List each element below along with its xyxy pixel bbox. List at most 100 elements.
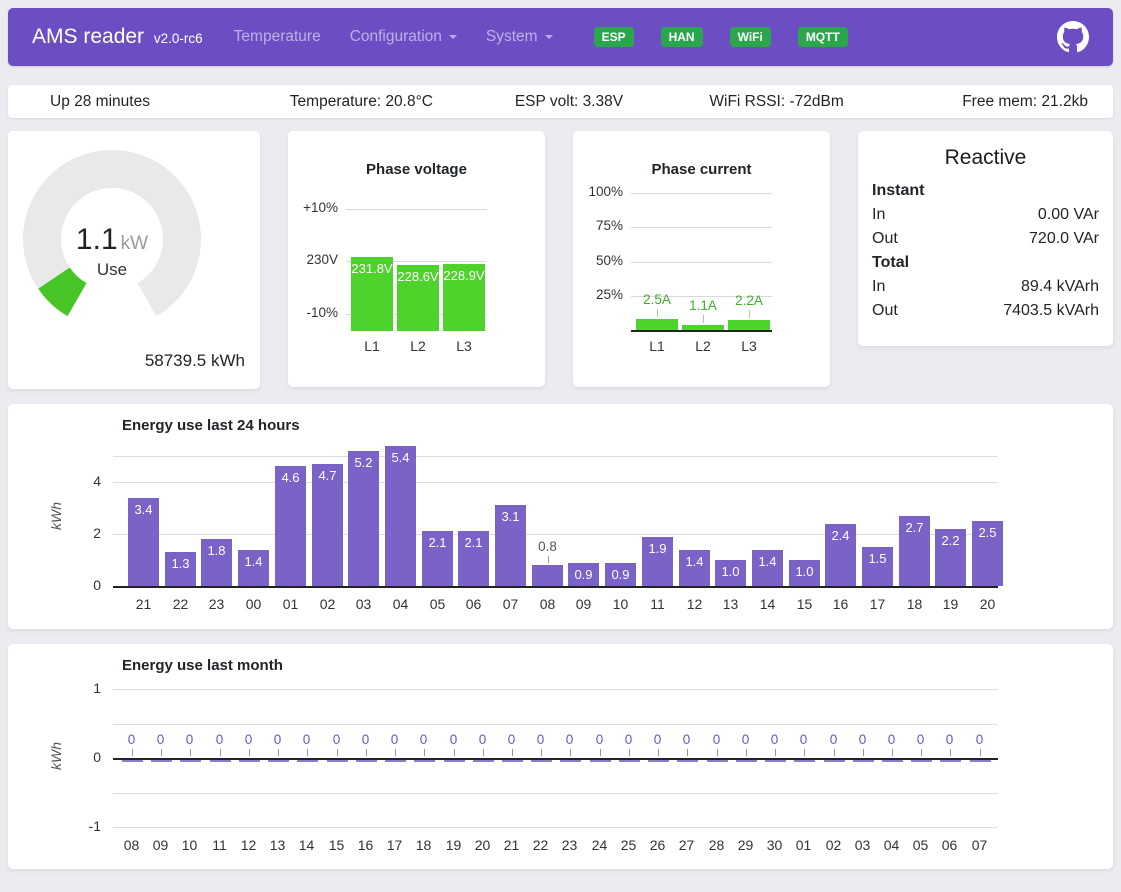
- reactive-row: Out 720.0 VAr: [872, 227, 1099, 251]
- x-tick-label: L1: [364, 338, 380, 354]
- bar-value-label: 0: [536, 732, 545, 747]
- bar: [605, 563, 636, 586]
- bar-value-label: 0: [770, 732, 779, 747]
- bar-value-label: 0.9: [574, 567, 593, 582]
- uptime-text: Up 28 minutes: [50, 92, 150, 110]
- bar-value-label: 231.8V: [351, 261, 393, 276]
- zero-bar-mark: [326, 760, 348, 762]
- label-connector: [306, 749, 308, 756]
- nav-item-configuration[interactable]: Configuration: [350, 28, 457, 46]
- app-brand[interactable]: AMS reader v2.0-rc6: [32, 25, 203, 49]
- reactive-row-label: Out: [872, 302, 898, 319]
- x-tick-label: 13: [722, 596, 739, 612]
- zero-bar-mark: [881, 760, 903, 762]
- gridline: [631, 193, 772, 194]
- zero-bar-mark: [676, 760, 698, 762]
- x-tick-label: 19: [445, 837, 462, 853]
- bar-value-label: 0: [682, 732, 691, 747]
- reactive-rows: Instant In 0.00 VAr Out 720.0 VAr Total In 89.4…: [872, 179, 1099, 323]
- nav-item-temperature[interactable]: Temperature: [233, 28, 321, 45]
- x-tick-label: 24: [591, 837, 608, 853]
- zero-bar-mark: [647, 760, 669, 762]
- zero-bar-mark: [267, 760, 289, 762]
- reactive-row-value: 0.00 VAr: [1037, 206, 1099, 223]
- label-connector: [336, 749, 338, 756]
- x-tick-label: 08: [539, 596, 556, 612]
- label-connector: [749, 310, 750, 318]
- cards-row: 1.1 kW Use 58739.5 kWh Phase voltage +10%…: [8, 131, 1113, 389]
- bar-value-label: 228.9V: [443, 268, 485, 283]
- label-connector: [482, 749, 484, 756]
- github-icon: [1057, 21, 1089, 53]
- x-tick-label: 14: [759, 596, 776, 612]
- bar: [422, 531, 453, 586]
- y-tick-label: 50%: [595, 253, 623, 268]
- bar-value-label: 2.5: [978, 525, 997, 540]
- label-connector: [949, 749, 951, 756]
- bar: [568, 563, 599, 586]
- bar-value-label: 0: [273, 732, 282, 747]
- x-tick-label: 13: [269, 837, 286, 853]
- reactive-row-label: Out: [872, 230, 898, 247]
- bar: [825, 524, 856, 586]
- phase-current-chart: 100% 75% 50% 25% 2.5A L1 1.1A L2 2.2A L3: [573, 131, 830, 387]
- reactive-title: Reactive: [944, 146, 1027, 169]
- bar-value-label: 2.7: [905, 520, 924, 535]
- temperature-text: Temperature: 20.8°C: [289, 92, 433, 110]
- bar-value-label: 2.1: [428, 535, 447, 550]
- bar-value-label: 4.7: [318, 468, 337, 483]
- bar: [351, 257, 393, 331]
- bar: [128, 498, 159, 586]
- total-energy-counter: 58739.5 kWh: [144, 351, 245, 370]
- x-tick-label: 07: [502, 596, 519, 612]
- x-tick-label: 28: [708, 837, 725, 853]
- x-tick-label: 08: [123, 837, 140, 853]
- nav-links: Temperature Configuration System: [205, 28, 553, 46]
- bar: [636, 319, 678, 330]
- reactive-section-header: Total: [872, 254, 910, 271]
- label-connector: [423, 749, 425, 756]
- bar: [728, 320, 770, 330]
- x-tick-label: 00: [245, 596, 262, 612]
- label-connector: [979, 749, 981, 756]
- zero-bar-mark: [296, 760, 318, 762]
- label-connector: [394, 749, 396, 756]
- x-tick-label: L2: [410, 338, 426, 354]
- x-tick-label: 16: [357, 837, 374, 853]
- x-tick-label: 10: [612, 596, 629, 612]
- y-tick-label: +10%: [303, 200, 338, 215]
- bar-value-label: 0: [156, 732, 165, 747]
- chevron-down-icon: [544, 35, 553, 39]
- bar-value-label: 0: [127, 732, 136, 747]
- label-connector: [160, 749, 162, 756]
- bar-value-label: 0: [507, 732, 516, 747]
- zero-bar-mark: [443, 760, 465, 762]
- app-version: v2.0-rc6: [153, 31, 203, 46]
- bar-value-label: 1.4: [685, 554, 704, 569]
- bar-value-label: 2.2A: [735, 293, 763, 308]
- app-title: AMS reader: [32, 25, 145, 48]
- gridline: [113, 724, 998, 725]
- label-connector: [686, 749, 688, 756]
- bar: [443, 264, 485, 331]
- phase-voltage-card: Phase voltage +10% 230V -10% 231.8V L1 228.6V…: [288, 131, 545, 387]
- nav-item-system[interactable]: System: [486, 28, 553, 46]
- gridline: [631, 296, 772, 297]
- bar-value-label: 0: [478, 732, 487, 747]
- gridline: [113, 793, 998, 794]
- bar-value-label: 0: [449, 732, 458, 747]
- status-bar: Up 28 minutes Temperature: 20.8°C ESP vo…: [8, 85, 1113, 118]
- zero-bar-mark: [823, 760, 845, 762]
- chevron-down-icon: [448, 35, 457, 39]
- x-tick-label: 21: [135, 596, 152, 612]
- github-link[interactable]: [1057, 21, 1089, 53]
- bar-value-label: 228.6V: [397, 269, 439, 284]
- bar: [495, 505, 526, 586]
- label-connector: [628, 749, 630, 756]
- status-badge-mqtt: MQTT: [797, 27, 848, 47]
- reactive-row-value: 7403.5 kVArh: [1003, 302, 1099, 319]
- x-tick-label: 21: [503, 837, 520, 853]
- bar-value-label: 1.0: [795, 564, 814, 579]
- x-tick-label: 20: [474, 837, 491, 853]
- bar-value-label: 0: [624, 732, 633, 747]
